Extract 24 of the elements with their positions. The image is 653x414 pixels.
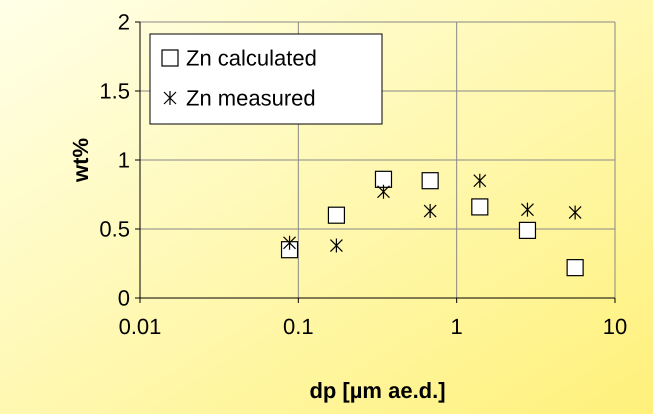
point [471,198,488,216]
point [374,170,392,188]
y-tick-label: 2 [118,10,130,35]
point [330,238,344,254]
point [282,235,296,250]
legend-label: Zn measured [186,86,316,111]
point [473,173,486,188]
point [520,202,534,218]
point [568,204,582,220]
y-tick-label: 1 [118,148,130,173]
point [376,184,390,200]
y-tick-label: 0 [118,286,130,311]
y-axis-title: wt% [68,138,93,183]
x-tick-label: 1 [450,314,463,339]
x-tick-label: 0.01 [118,314,162,339]
x-tick-label: 10 [602,314,628,339]
point [518,222,536,239]
x-tick-label: 0.1 [283,314,314,339]
point [566,259,584,276]
point [328,206,346,224]
x-axis-title: dp [µm ae.d.] [309,378,446,403]
y-tick-label: 1.5 [99,78,130,104]
legend-label: Zn calculated [186,46,317,71]
y-tick-label: 0.5 [99,216,130,242]
